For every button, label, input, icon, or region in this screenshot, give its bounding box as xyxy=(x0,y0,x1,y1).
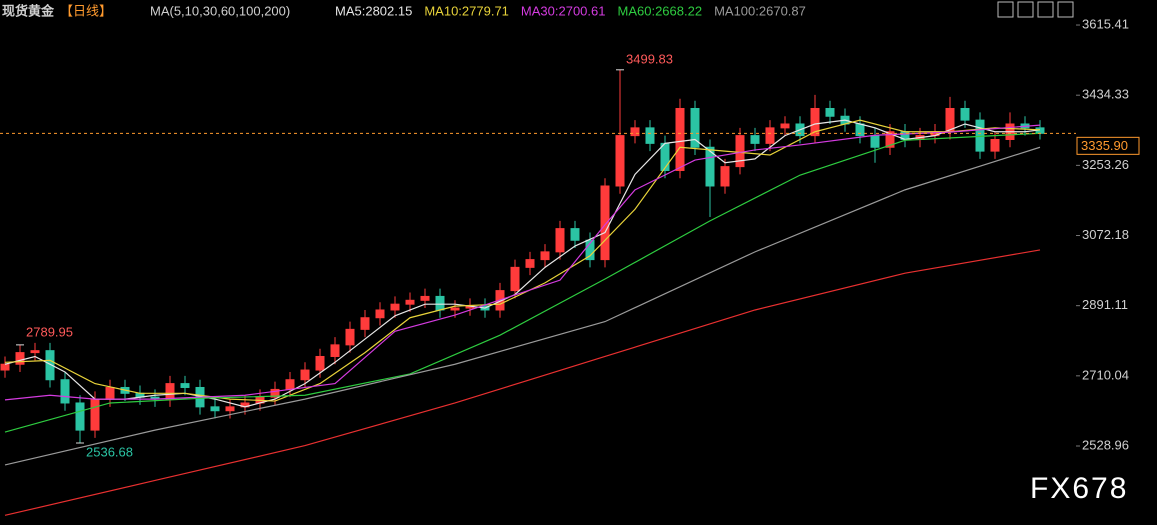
candle-body xyxy=(975,119,985,152)
y-tick-label: 2528.96 xyxy=(1082,437,1129,452)
icon[interactable] xyxy=(1037,1,1054,18)
legend-entry: MA10:2779.71 xyxy=(424,3,509,18)
legend-entry: MA60:2668.22 xyxy=(618,3,703,18)
last-price-label: 3335.90 xyxy=(1081,138,1128,153)
extreme-label: 3499.83 xyxy=(626,51,673,66)
candle-body xyxy=(585,239,595,261)
candle-body xyxy=(510,266,520,292)
candle-body xyxy=(435,295,445,311)
candle-body xyxy=(765,127,775,144)
candle-body xyxy=(180,383,190,388)
y-tick-label: 3615.41 xyxy=(1082,16,1129,31)
icon[interactable] xyxy=(1057,1,1074,18)
candle-body xyxy=(885,131,895,148)
legend-entry: MA5:2802.15 xyxy=(335,3,412,18)
candle-body xyxy=(540,251,550,261)
last-price-box xyxy=(1076,136,1140,155)
candle-body xyxy=(0,363,10,371)
ma-header: MA(5,10,30,60,100,200) xyxy=(150,3,290,18)
candle-body xyxy=(330,344,340,357)
candle-body xyxy=(270,388,280,398)
y-tick-label: 3253.26 xyxy=(1082,157,1129,172)
extreme-label: 2536.68 xyxy=(86,444,133,459)
candle-body xyxy=(15,352,25,365)
watermark: FX678 xyxy=(1030,472,1128,505)
candle-body xyxy=(420,295,430,301)
candle-body xyxy=(750,135,760,144)
candle-body xyxy=(675,107,685,171)
candle-body xyxy=(285,379,295,390)
candle-body xyxy=(600,185,610,261)
y-tick-label: 2891.11 xyxy=(1082,297,1128,312)
candle-body xyxy=(450,307,460,311)
y-tick-label: 3072.18 xyxy=(1082,227,1129,242)
candle-body xyxy=(825,107,835,117)
ma-line xyxy=(4,132,1041,433)
toolbar-icons[interactable] xyxy=(997,1,1074,18)
candle-body xyxy=(30,350,40,354)
candle-body xyxy=(810,107,820,137)
candle-body xyxy=(90,398,100,431)
ma-line xyxy=(4,119,1041,408)
y-tick-label: 2710.04 xyxy=(1082,367,1129,382)
candle-body xyxy=(645,127,655,144)
candle-body xyxy=(525,259,535,268)
y-tick-label: 3434.33 xyxy=(1082,87,1129,102)
candle-body xyxy=(555,228,565,253)
candle-body xyxy=(660,142,670,171)
candle-body xyxy=(735,135,745,168)
candle-body xyxy=(390,303,400,311)
candle-body xyxy=(615,135,625,187)
candle-body xyxy=(45,350,55,381)
candle-body xyxy=(60,379,70,404)
candle-body xyxy=(870,135,880,148)
extreme-label: 2789.95 xyxy=(26,324,73,339)
candle-body xyxy=(690,107,700,148)
candle-body xyxy=(300,369,310,381)
candle-body xyxy=(855,123,865,137)
candle-body xyxy=(720,166,730,187)
candle-body xyxy=(210,406,220,412)
candle-body xyxy=(360,317,370,330)
candle-body xyxy=(225,406,235,412)
ma-line xyxy=(4,124,1041,401)
candle-body xyxy=(705,146,715,187)
candle-body xyxy=(345,328,355,346)
legend-entry: MA30:2700.61 xyxy=(521,3,606,18)
legend-entry: MA100:2670.87 xyxy=(714,3,806,18)
icon[interactable] xyxy=(997,1,1014,18)
candle-body xyxy=(630,127,640,137)
candle-body xyxy=(780,123,790,129)
candle-body xyxy=(990,138,1000,152)
candle-body xyxy=(75,402,85,431)
chart-title: 现货黄金 xyxy=(2,3,55,18)
candle-body xyxy=(405,299,415,305)
ma-line xyxy=(4,119,1041,402)
candle-body xyxy=(375,309,385,319)
ma-line xyxy=(4,146,1041,466)
ma-line xyxy=(4,249,1041,516)
candle-body xyxy=(570,228,580,241)
candle-body xyxy=(105,386,115,400)
period[interactable]: 【日线】 xyxy=(60,3,112,18)
candle-body xyxy=(960,107,970,121)
icon[interactable] xyxy=(1017,1,1034,18)
candle-body xyxy=(165,383,175,400)
candle-body xyxy=(315,355,325,371)
